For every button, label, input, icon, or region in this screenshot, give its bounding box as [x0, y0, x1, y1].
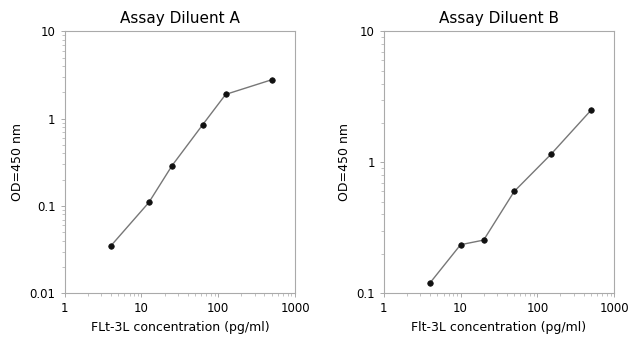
- Y-axis label: OD=450 nm: OD=450 nm: [11, 124, 24, 201]
- Title: Assay Diluent B: Assay Diluent B: [439, 11, 559, 26]
- X-axis label: Flt-3L concentration (pg/ml): Flt-3L concentration (pg/ml): [412, 321, 586, 334]
- Y-axis label: OD=450 nm: OD=450 nm: [337, 124, 351, 201]
- Title: Assay Diluent A: Assay Diluent A: [120, 11, 240, 26]
- X-axis label: FLt-3L concentration (pg/ml): FLt-3L concentration (pg/ml): [90, 321, 269, 334]
